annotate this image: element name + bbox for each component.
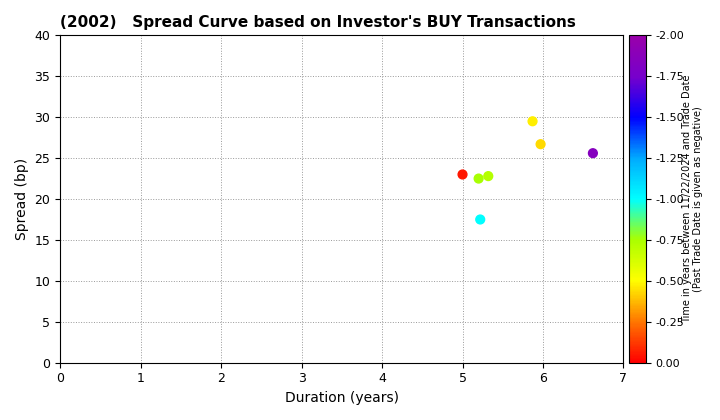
Point [535, 141, 546, 147]
X-axis label: Duration (years): Duration (years) [285, 391, 399, 405]
Point [527, 118, 539, 125]
Text: (2002)   Spread Curve based on Investor's BUY Transactions: (2002) Spread Curve based on Investor's … [60, 15, 576, 30]
Y-axis label: Time in years between 11/22/2024 and Trade Date
(Past Trade Date is given as neg: Time in years between 11/22/2024 and Tra… [682, 75, 703, 323]
Point [456, 171, 468, 178]
Point [473, 175, 485, 182]
Point [474, 216, 486, 223]
Y-axis label: Spread (bp): Spread (bp) [15, 158, 29, 240]
Point [587, 150, 598, 157]
Point [482, 173, 494, 179]
